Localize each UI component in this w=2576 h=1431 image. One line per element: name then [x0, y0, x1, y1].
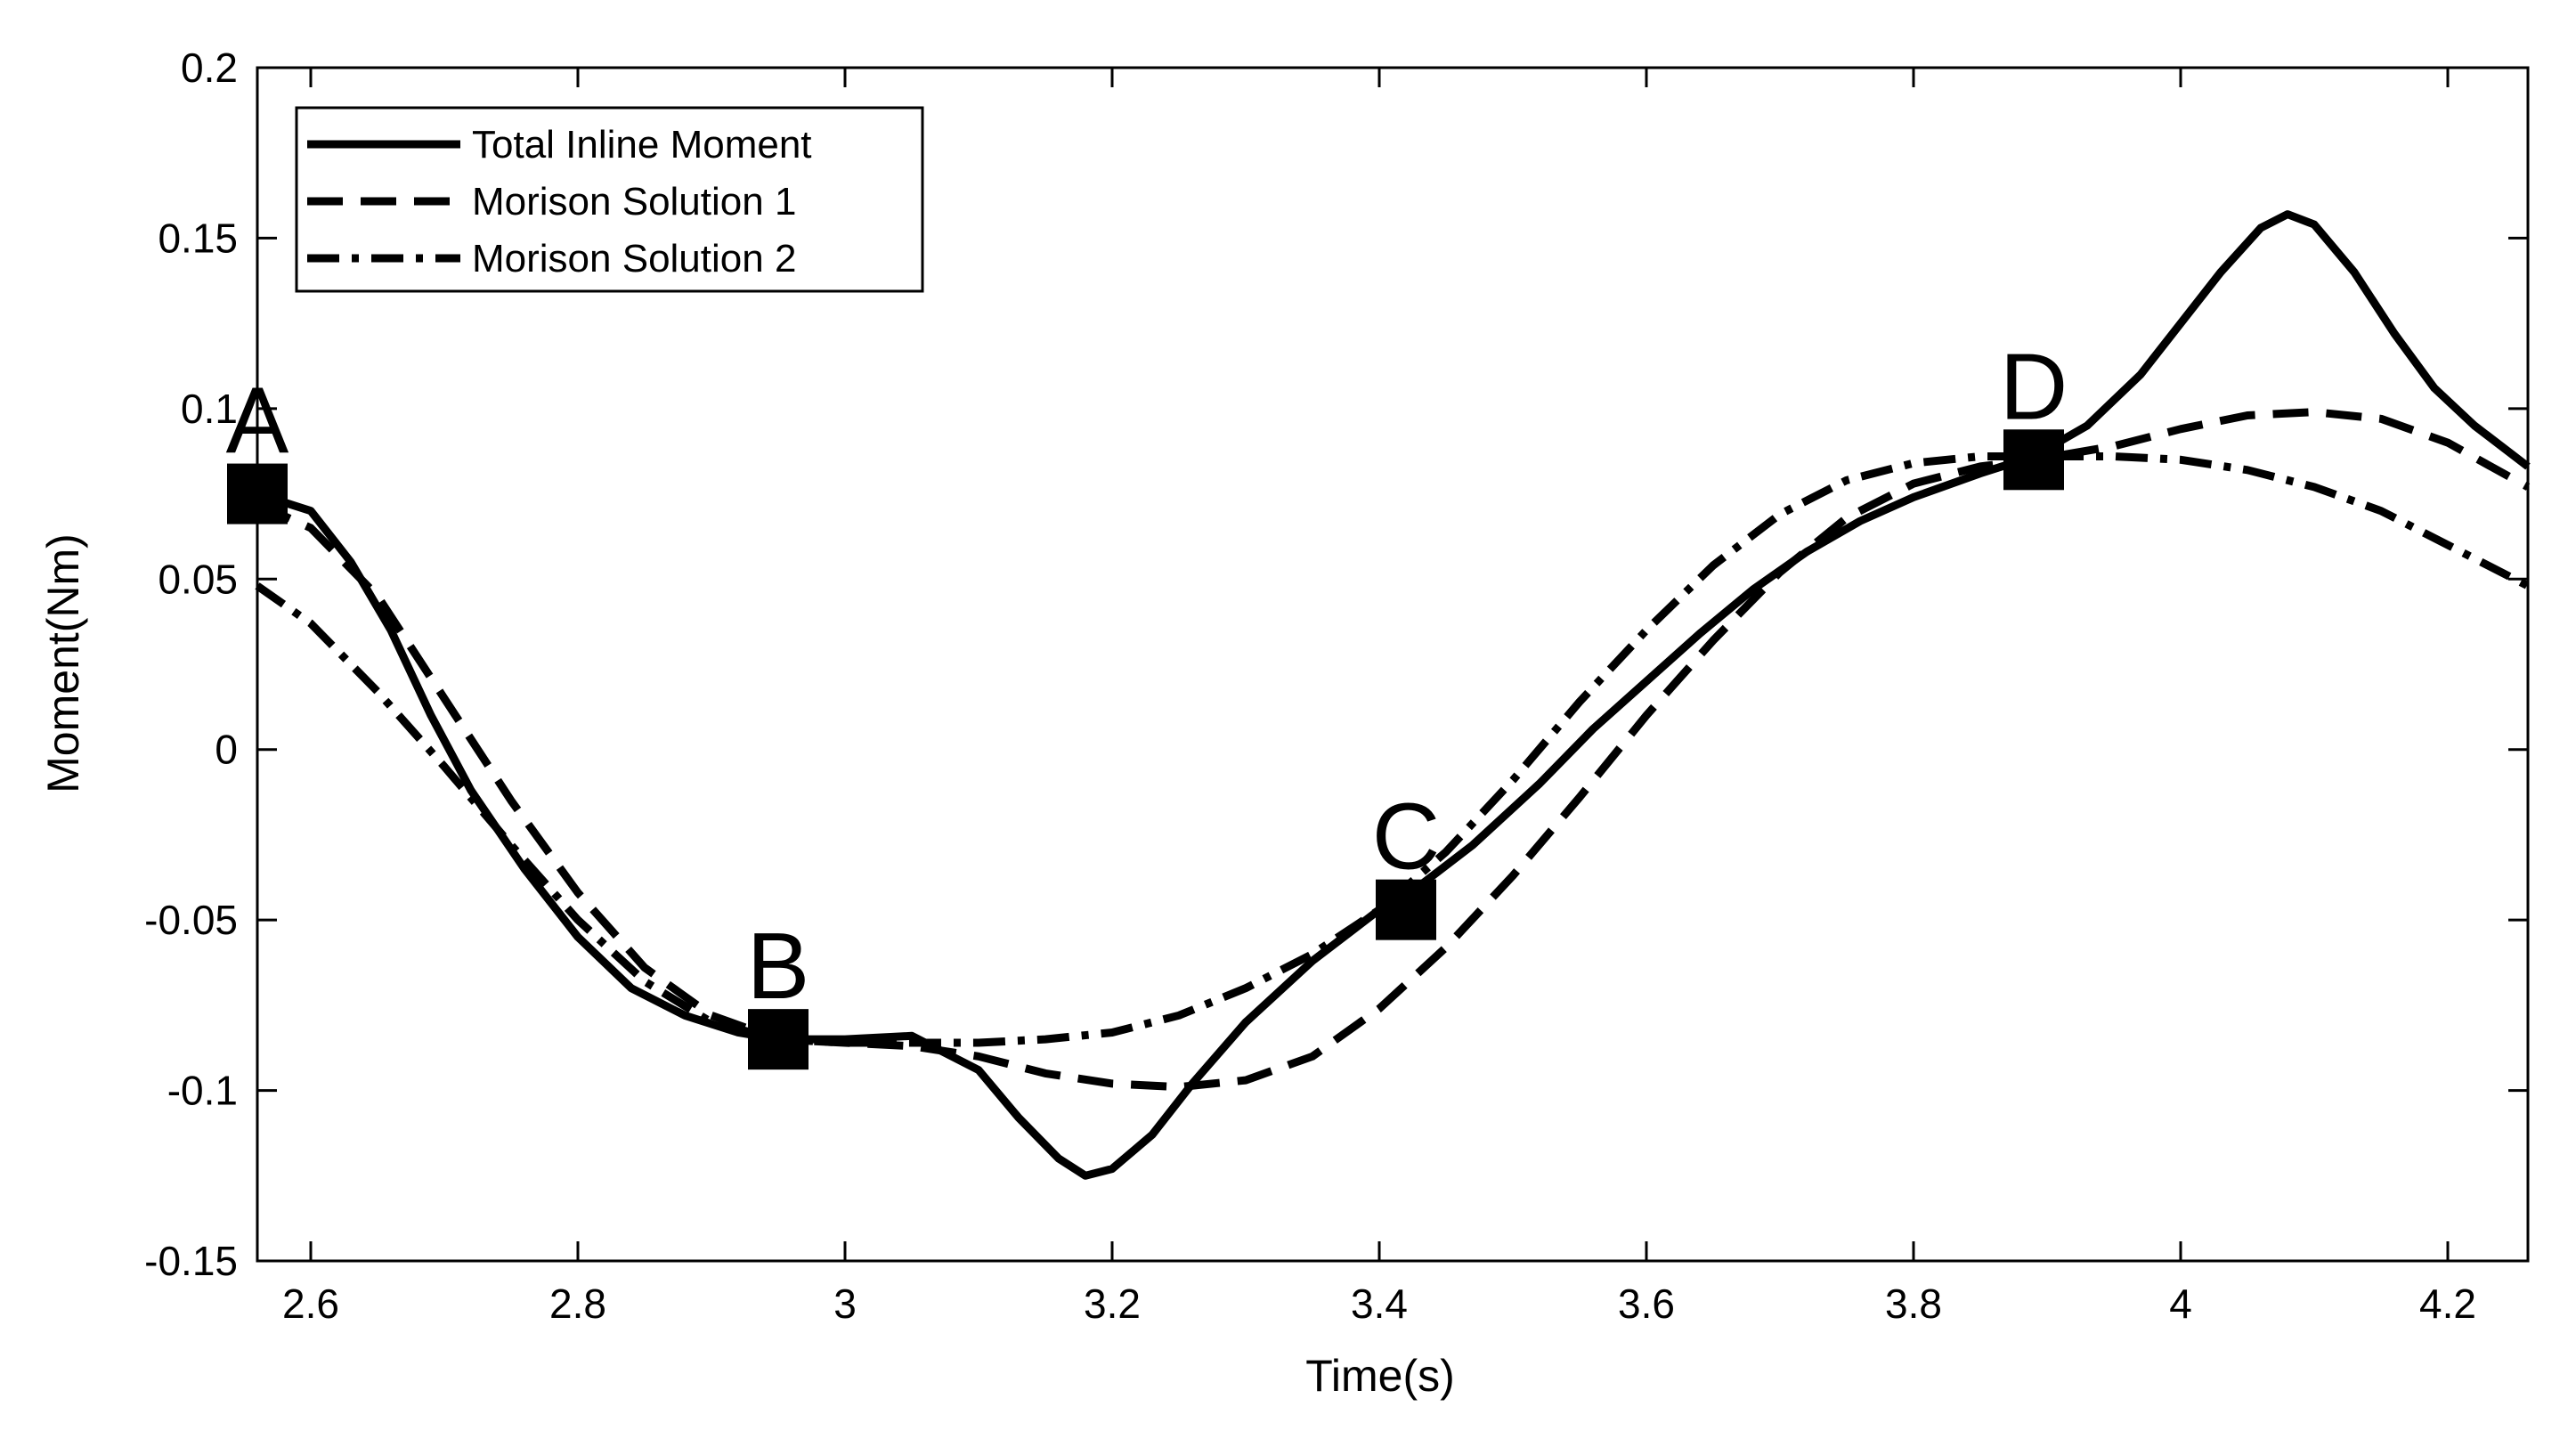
y-tick-label: 0.2	[181, 45, 238, 91]
x-axis-label: Time(s)	[1305, 1351, 1455, 1401]
y-axis-label: Moment(Nm)	[38, 533, 88, 793]
legend-label: Morison Solution 1	[472, 180, 796, 224]
series-layer	[255, 210, 2531, 1180]
series-line-1	[256, 210, 2531, 1180]
y-tick-label: -0.05	[144, 897, 238, 943]
y-tick-label: -0.1	[167, 1068, 238, 1114]
y-tick-label: 0.1	[181, 386, 238, 432]
x-axis-ticks: 2.6 2.8 3 3.2 3.4 3.6 3.8 4 4.2	[282, 68, 2476, 1327]
point-label-c: C	[1372, 785, 1441, 890]
point-marker-b	[748, 1009, 809, 1070]
x-tick-label: 2.8	[549, 1281, 606, 1327]
x-tick-label: 3.8	[1885, 1281, 1942, 1327]
point-label-d: D	[2000, 334, 2068, 439]
legend-label: Total Inline Moment	[472, 123, 812, 167]
x-tick-label: 3.4	[1351, 1281, 1408, 1327]
plot-frame	[256, 66, 2530, 1263]
y-tick-label: -0.15	[144, 1238, 238, 1284]
series-line-2	[256, 408, 2531, 1092]
point-marker-c	[1376, 879, 1436, 940]
point-label-b: B	[747, 914, 810, 1019]
point-marker-a	[227, 463, 288, 524]
x-tick-label: 4.2	[2419, 1281, 2476, 1327]
y-axis-ticks: 0.2 0.15 0.1 0.05 0 -0.05 -0.1 -0.15	[144, 45, 2528, 1284]
x-tick-label: 3.2	[1084, 1281, 1141, 1327]
y-tick-label: 0	[215, 727, 238, 773]
legend-label: Morison Solution 2	[472, 237, 796, 281]
point-marker-d	[2003, 429, 2064, 491]
x-tick-label: 3.6	[1618, 1281, 1675, 1327]
point-label-a: A	[226, 369, 289, 474]
x-tick-label: 4	[2169, 1281, 2192, 1327]
y-tick-label: 0.05	[158, 556, 238, 602]
legend: Total Inline Moment Morison Solution 1 Mor…	[295, 106, 924, 293]
y-tick-label: 0.15	[158, 215, 238, 261]
x-tick-label: 3	[833, 1281, 857, 1327]
markers-layer: A B C D	[226, 334, 2068, 1070]
x-tick-label: 2.6	[282, 1281, 339, 1327]
axes	[256, 66, 2530, 1263]
